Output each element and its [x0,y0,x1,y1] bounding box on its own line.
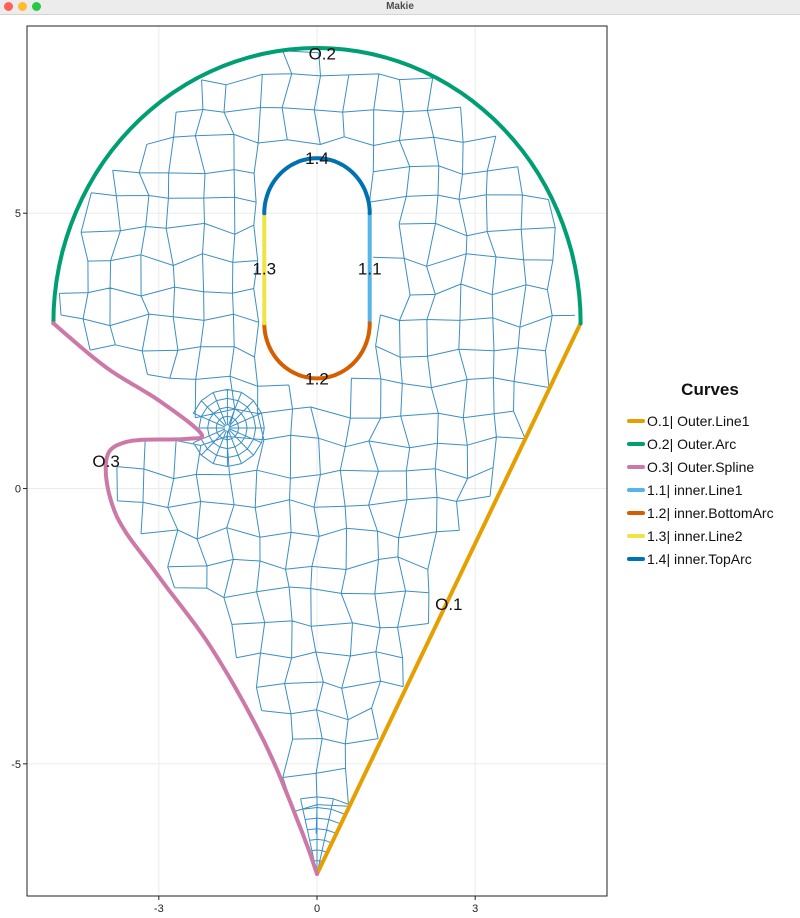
x-tick-label: -3 [154,903,164,915]
grid-lines [27,26,607,896]
curve-label: 1.2 [305,369,329,388]
curve-O-1 [315,321,583,876]
axis-ticks: -3 0 3 -5 0 5 [11,208,478,915]
curve-1-2 [262,321,372,381]
legend-title: Curves [681,380,739,399]
curve-label: O.2 [309,45,336,64]
legend-entry: 1.3| inner.Line2 [647,528,743,544]
maximize-window-button[interactable] [32,2,41,11]
curve-O-2 [51,46,583,326]
curve-label: 1.4 [305,149,329,168]
boundary-curves [51,46,583,876]
x-tick-label: 0 [314,903,320,915]
curve-label: O.3 [92,452,119,471]
close-window-button[interactable] [4,2,13,11]
window-titlebar: Makie [0,0,800,15]
legend-entry: 1.4| inner.TopArc [647,551,752,567]
y-tick-label: 5 [15,208,21,220]
legend-entry: O.2| Outer.Arc [647,436,736,452]
legend-entry: O.3| Outer.Spline [647,459,754,475]
curve-label: 1.3 [252,259,276,278]
window-title: Makie [386,1,414,12]
curve-1-4 [262,156,372,216]
y-tick-label: 0 [15,484,21,496]
curve-labels: O.1 O.2 O.3 1.1 1.2 1.3 1.4 [92,45,462,615]
x-tick-label: 3 [472,903,478,915]
legend-entry: 1.1| inner.Line1 [647,482,743,498]
mesh-plot[interactable]: O.1 O.2 O.3 1.1 1.2 1.3 1.4 -3 0 3 -5 0 5 Curves O.… [0,15,800,915]
minimize-window-button[interactable] [18,2,27,11]
legend: Curves O.1| Outer.Line1 O.2| Outer.Arc O.3… [627,380,774,567]
legend-entry: O.1| Outer.Line1 [647,413,750,429]
curve-label: O.1 [435,595,462,614]
curve-O-3 [51,321,319,876]
legend-entry: 1.2| inner.BottomArc [647,505,774,521]
y-tick-label: -5 [11,759,21,771]
curve-label: 1.1 [358,259,382,278]
